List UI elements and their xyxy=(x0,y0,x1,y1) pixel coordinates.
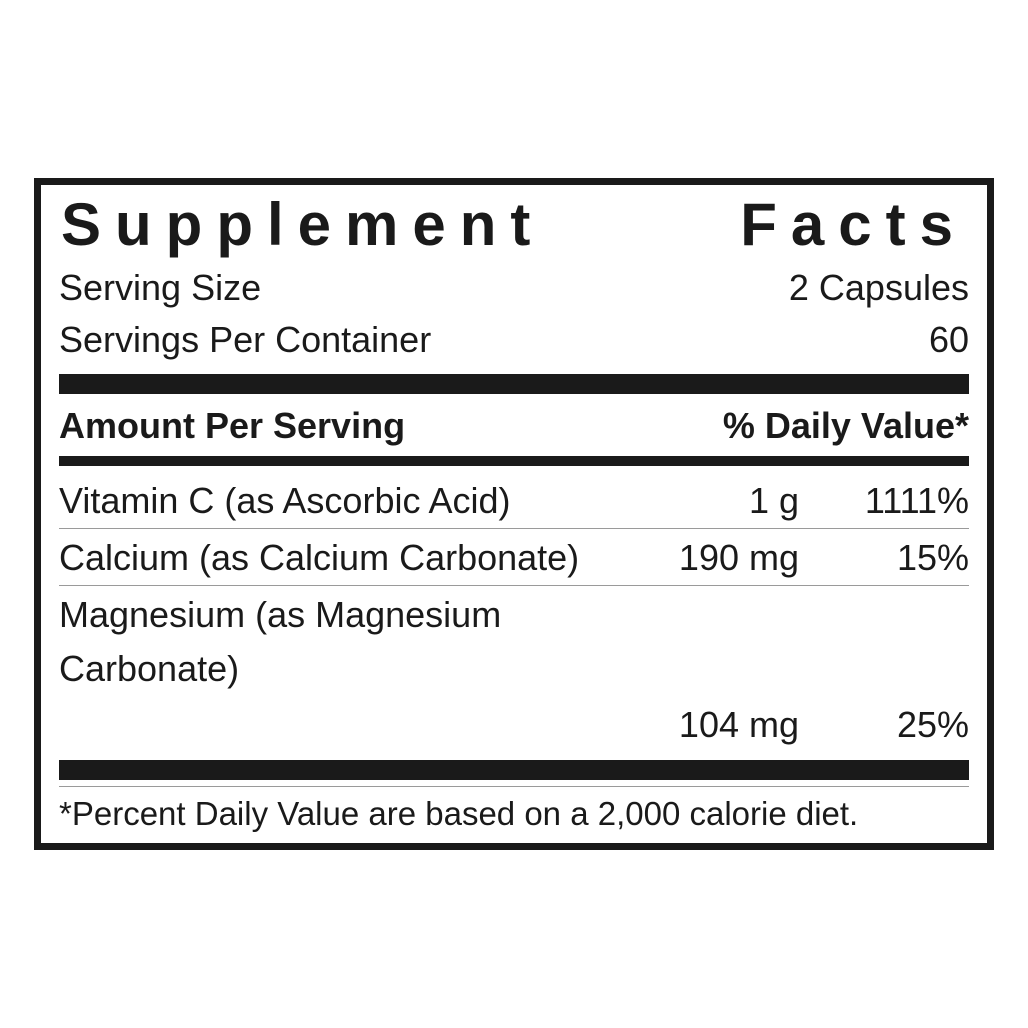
nutrient-name: Vitamin C (as Ascorbic Acid) xyxy=(59,474,639,528)
thick-divider xyxy=(59,760,969,780)
nutrient-dv xyxy=(799,588,969,696)
nutrient-name: Magnesium (as Magnesium Carbonate) xyxy=(59,588,639,696)
panel-title: Supplement Facts xyxy=(59,193,969,262)
serving-size-row: Serving Size 2 Capsules xyxy=(59,262,969,314)
mid-divider xyxy=(59,456,969,466)
nutrient-row: Vitamin C (as Ascorbic Acid) 1 g 1111% xyxy=(59,472,969,528)
nutrient-row: Magnesium (as Magnesium Carbonate) xyxy=(59,585,969,696)
nutrient-row: 104 mg 25% xyxy=(59,696,969,752)
thick-divider xyxy=(59,374,969,394)
amount-per-serving-header: Amount Per Serving xyxy=(59,400,405,452)
nutrients-table: Vitamin C (as Ascorbic Acid) 1 g 1111% C… xyxy=(59,472,969,752)
nutrient-dv: 15% xyxy=(799,531,969,585)
daily-value-header: % Daily Value* xyxy=(723,400,969,452)
nutrient-name: Calcium (as Calcium Carbonate) xyxy=(59,531,639,585)
nutrient-name xyxy=(59,698,639,752)
nutrient-amount xyxy=(639,588,799,696)
servings-per-container-row: Servings Per Container 60 xyxy=(59,314,969,366)
serving-size-label: Serving Size xyxy=(59,262,261,314)
nutrient-amount: 1 g xyxy=(639,474,799,528)
nutrient-amount: 190 mg xyxy=(639,531,799,585)
nutrient-dv: 1111% xyxy=(799,474,969,528)
nutrient-dv: 25% xyxy=(799,698,969,752)
supplement-facts-panel: Supplement Facts Serving Size 2 Capsules… xyxy=(34,178,994,851)
serving-size-value: 2 Capsules xyxy=(789,262,969,314)
nutrient-row: Calcium (as Calcium Carbonate) 190 mg 15… xyxy=(59,528,969,585)
footnote: *Percent Daily Value are based on a 2,00… xyxy=(59,786,969,833)
nutrient-amount: 104 mg xyxy=(639,698,799,752)
column-header-row: Amount Per Serving % Daily Value* xyxy=(59,400,969,452)
servings-per-container-label: Servings Per Container xyxy=(59,314,431,366)
servings-per-container-value: 60 xyxy=(929,314,969,366)
